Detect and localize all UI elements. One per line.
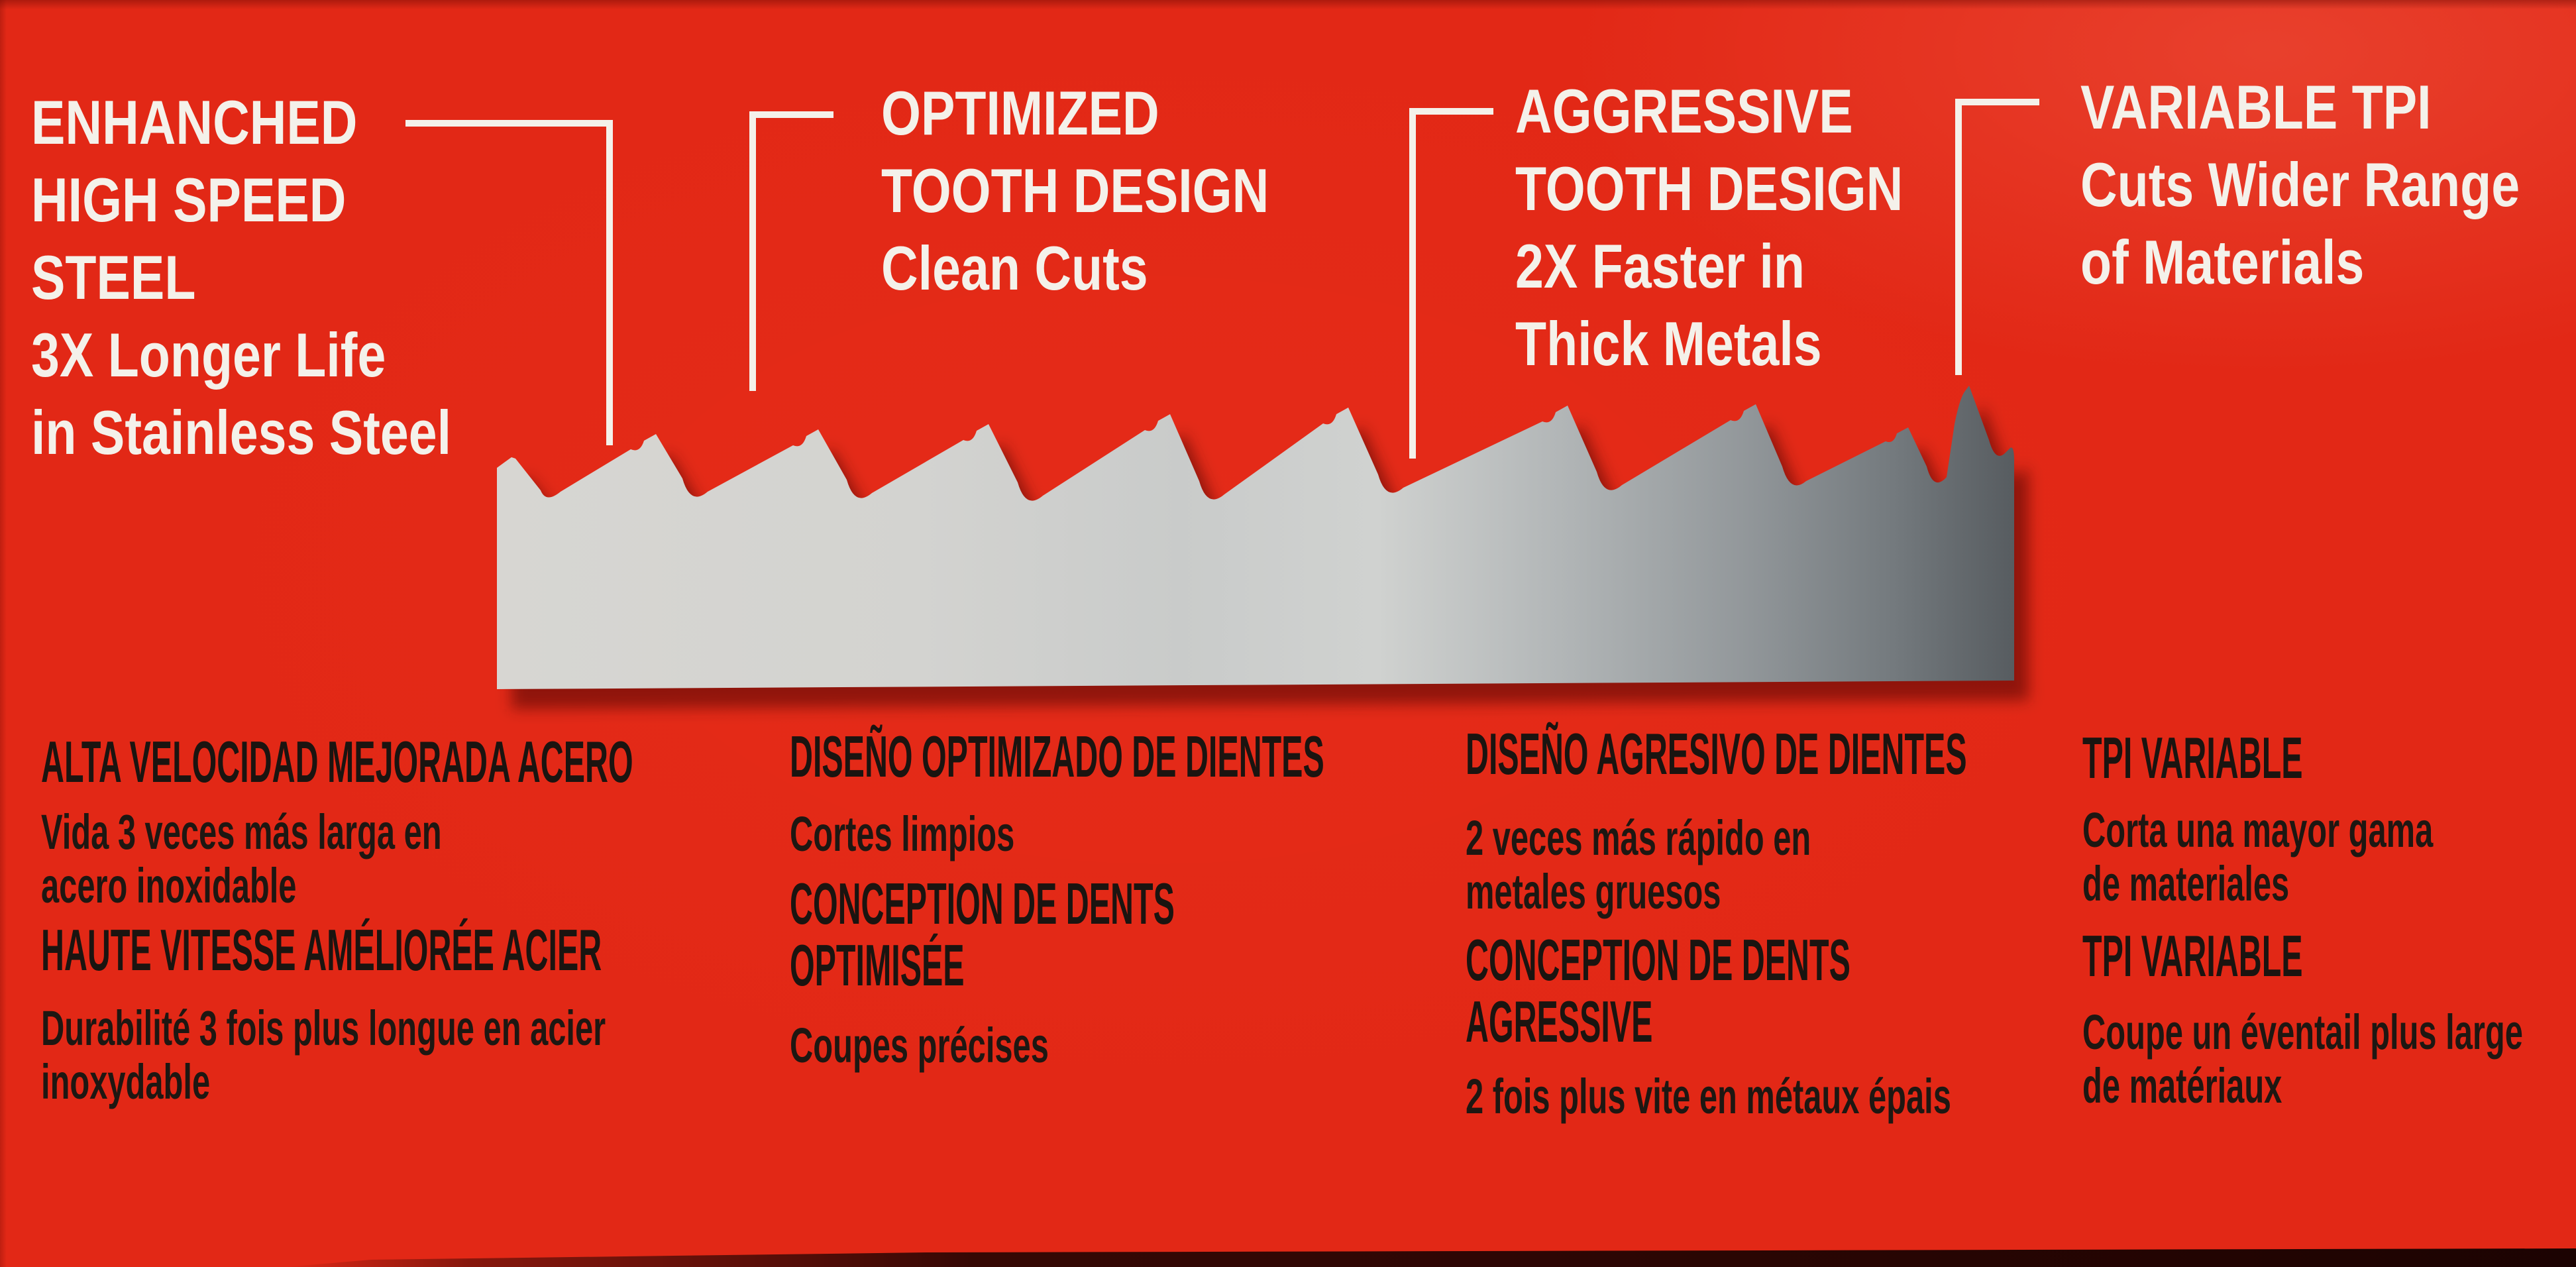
callout-line-enhanced-hss [405, 120, 613, 445]
spanish-heading-line: ALTA VELOCIDAD MEJORADA ACERO [41, 729, 633, 795]
french-body-line: de matériaux [2082, 1058, 2282, 1113]
spanish-heading-line: DISEÑO OPTIMIZADO DE DIENTES [790, 724, 1324, 789]
left-edge-shade [0, 0, 7, 1267]
package-bottom-edge-shadow [285, 1248, 2576, 1267]
spanish-body-line: Cortes limpios [790, 806, 1015, 861]
french-heading-line: AGRESSIVE [1466, 989, 1653, 1054]
callout-line-optimized-tooth [749, 111, 833, 391]
spanish-body: Cortes limpios [790, 807, 1130, 861]
callout-variable-tpi: VARIABLE TPI Cuts Wider Range of Materia… [2080, 68, 2576, 301]
spanish-body: Corta una mayor gama de materiales [2082, 803, 2576, 910]
callout-subtitle-line: Clean Cuts [881, 233, 1148, 303]
french-body-line: Durabilité 3 fois plus longue en acier [41, 1001, 606, 1056]
callout-title-line: TOOTH DESIGN [881, 156, 1269, 225]
callout-subtitle-line: Cuts Wider Range [2080, 150, 2520, 219]
french-body: 2 fois plus vite en métaux épais [1466, 1070, 2201, 1123]
french-heading: CONCEPTION DE DENTS AGRESSIVE [1466, 929, 2165, 1052]
french-body: Durabilité 3 fois plus longue en acier i… [41, 1001, 896, 1109]
spanish-body-line: Corta una mayor gama [2082, 802, 2434, 857]
callout-line-variable-tpi [1955, 99, 2039, 375]
spanish-heading: DISEÑO OPTIMIZADO DE DIENTES [790, 726, 1762, 787]
callout-aggressive-tooth: AGGRESSIVE TOOTH DESIGN 2X Faster in Thi… [1515, 72, 1988, 382]
french-heading-line: TPI VARIABLE [2082, 923, 2303, 989]
french-body: Coupes précises [790, 1019, 1182, 1072]
french-body: Coupe un éventail plus large de matériau… [2082, 1005, 2576, 1113]
callout-subtitle-line: of Materials [2080, 227, 2365, 297]
callout-title-line: HIGH SPEED [31, 165, 347, 235]
band-saw-blade [497, 386, 2014, 689]
french-body-line: Coupes précises [790, 1018, 1049, 1073]
top-edge-shade [0, 0, 2576, 9]
callout-title-line: OPTIMIZED [881, 78, 1159, 148]
french-heading-line: CONCEPTION DE DENTS [1466, 927, 1851, 993]
callout-subtitle-line: in Stainless Steel [31, 398, 452, 467]
spanish-body-line: acero inoxidable [41, 858, 297, 913]
spanish-body-line: 2 veces más rápido en [1466, 810, 1811, 865]
spanish-body-line: Vida 3 veces más larga en [41, 804, 442, 859]
french-body-line: 2 fois plus vite en métaux épais [1466, 1069, 1951, 1124]
spanish-heading-line: DISEÑO AGRESIVO DE DIENTES [1466, 721, 1967, 787]
callout-subtitle-line: Thick Metals [1515, 309, 1822, 378]
callout-line-aggressive-tooth [1409, 108, 1493, 459]
french-heading: TPI VARIABLE [2082, 925, 2483, 987]
french-body-line: Coupe un éventail plus large [2082, 1005, 2523, 1060]
french-heading-line: OPTIMISÉE [790, 932, 965, 998]
callout-enhanced-hss: ENHANCHED HIGH SPEED STEEL 3X Longer Lif… [31, 83, 543, 471]
spanish-body-line: metales gruesos [1466, 864, 1721, 919]
callout-optimized-tooth: OPTIMIZED TOOTH DESIGN Clean Cuts [881, 74, 1354, 307]
french-heading: HAUTE VITESSE AMÉLIORÉE ACIER [41, 919, 1061, 981]
callout-title-line: ENHANCHED [31, 87, 358, 157]
spanish-heading: ALTA VELOCIDAD MEJORADA ACERO [41, 731, 1118, 793]
callout-title-line: TOOTH DESIGN [1515, 154, 1904, 223]
callout-subtitle-line: 2X Faster in [1515, 231, 1805, 301]
callout-title-line: VARIABLE TPI [2080, 72, 2432, 142]
french-heading: CONCEPTION DE DENTS OPTIMISÉE [790, 873, 1489, 996]
spanish-heading: TPI VARIABLE [2082, 727, 2483, 789]
callout-title-line: AGGRESSIVE [1515, 76, 1853, 146]
spanish-heading: DISEÑO AGRESIVO DE DIENTES [1466, 723, 2377, 785]
callout-title-line: STEEL [31, 243, 196, 312]
french-body-line: inoxydable [41, 1054, 211, 1109]
spanish-body: 2 veces más rápido en metales gruesos [1466, 811, 1989, 918]
spanish-body-line: de materiales [2082, 856, 2290, 911]
spanish-body: Vida 3 veces más larga en acero inoxidab… [41, 805, 648, 912]
french-heading-line: HAUTE VITESSE AMÉLIORÉE ACIER [41, 917, 602, 983]
callout-subtitle-line: 3X Longer Life [31, 320, 386, 390]
french-heading-line: CONCEPTION DE DENTS [790, 871, 1175, 936]
spanish-heading-line: TPI VARIABLE [2082, 725, 2303, 791]
